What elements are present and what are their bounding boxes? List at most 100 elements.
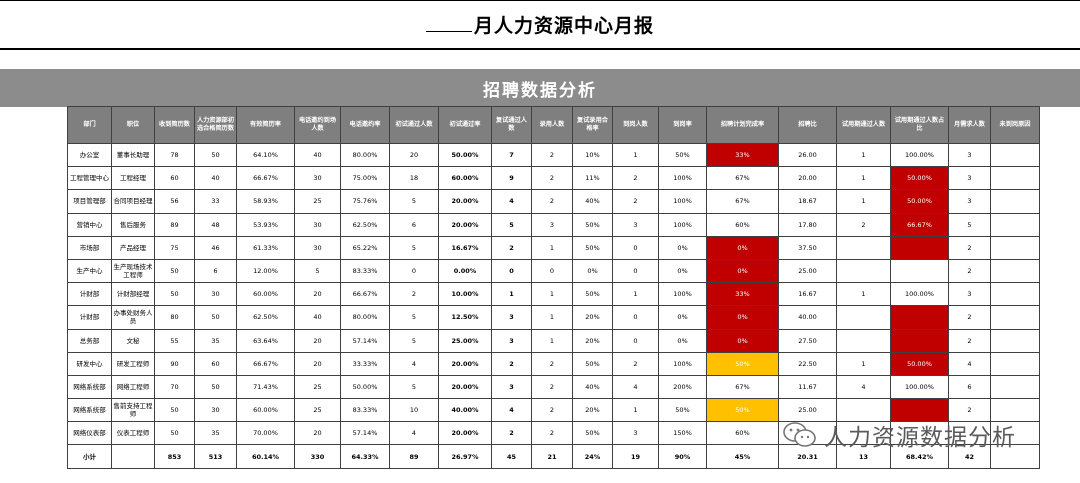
table-cell: 50% [572, 235, 613, 260]
table-cell [990, 142, 1040, 168]
table-cell: 71.43% [236, 374, 295, 400]
table-cell [890, 258, 949, 284]
table-cell: 100% [658, 212, 707, 237]
table-cell: 60% [706, 212, 779, 237]
table-cell: 2 [948, 305, 991, 330]
table-cell [836, 305, 891, 330]
table-cell: 0 [389, 258, 439, 284]
total-cell [111, 444, 155, 470]
table-cell [990, 351, 1040, 376]
table-row: 总务部 文秘 55 35 63.64% 20 57.14% 5 25.00% 3 1 20% 0 0% 0%… [67, 328, 1040, 353]
table-cell: 75.00% [340, 166, 390, 191]
table-cell: 10 [389, 398, 439, 423]
table-cell: 7 [491, 142, 532, 168]
table-cell: 100% [658, 351, 707, 376]
table-cell: 2 [531, 374, 573, 400]
table-cell: 40.00% [438, 398, 492, 423]
table-cell [990, 235, 1040, 260]
table-cell: 50 [154, 421, 195, 446]
table-cell: 60% [706, 421, 779, 446]
table-cell: 5 [948, 212, 991, 237]
table-cell: 40.00 [778, 305, 837, 330]
table-cell: 4 [491, 398, 532, 423]
table-cell: 20 [294, 421, 341, 446]
table-cell: 16.67 [778, 282, 837, 307]
table-cell: 5 [389, 189, 439, 214]
table-cell: 67% [706, 189, 779, 214]
table-cell: 33 [194, 189, 237, 214]
table-cell: 20.00% [438, 351, 492, 376]
table-cell: 4 [836, 374, 891, 400]
table-cell: 3 [948, 189, 991, 214]
table-cell: 4 [389, 421, 439, 446]
table-cell [836, 421, 891, 446]
total-cell: 24% [572, 444, 613, 470]
table-cell: 50.00% [340, 374, 390, 400]
table-cell: 合同项目经理 [111, 189, 155, 214]
total-cell: 60.14% [236, 444, 295, 470]
table-cell: 100.00% [890, 282, 949, 307]
column-header: 初试通过率 [438, 106, 492, 144]
table-row: 生产中心 生产现场技术工程师 50 6 12.00% 5 83.33% 0 0.00% 0 0 0% 0… [67, 258, 1040, 284]
total-cell: 89 [389, 444, 439, 470]
watermark-text: 人力资源数据分析 [824, 425, 1016, 451]
recruitment-table: 部门 职位 收到简历数 人力资源部初选合格简历数 有效简历率 电话邀约到场人数 电话邀约率初… [67, 106, 1040, 470]
table-cell: 研发中心 [67, 351, 112, 376]
watermark: 人力资源数据分析 [782, 418, 1016, 452]
table-cell: 200% [658, 374, 707, 400]
table-cell: 1 [531, 328, 573, 353]
total-cell [990, 444, 1040, 470]
table-cell: 40 [294, 305, 341, 330]
table-cell: 2 [531, 166, 573, 191]
table-cell: 62.50% [236, 305, 295, 330]
total-cell: 13 [836, 444, 891, 470]
table-cell: 生产中心 [67, 258, 112, 284]
total-cell: 21 [531, 444, 573, 470]
table-cell: 35 [194, 421, 237, 446]
table-cell: 20% [572, 305, 613, 330]
total-cell: 64.33% [340, 444, 390, 470]
table-cell: 33.33% [340, 351, 390, 376]
table-cell: 35 [194, 328, 237, 353]
table-row: 计财部 计财部经理 50 30 60.00% 20 66.67% 2 10.00% 1 1 50% 1 1… [67, 282, 1040, 307]
column-header: 电话邀约率 [340, 106, 390, 144]
table-cell: 计财部经理 [111, 282, 155, 307]
table-row: 计财部 办事处财务人员 80 50 62.50% 40 80.00% 5 12.50% 3 1 20%… [67, 305, 1040, 330]
table-cell: 20% [572, 328, 613, 353]
table-cell [990, 328, 1040, 353]
table-cell: 总务部 [67, 328, 112, 353]
table-cell: 80 [154, 305, 195, 330]
table-cell: 20 [294, 282, 341, 307]
table-cell: 25 [294, 189, 341, 214]
table-cell: 40 [294, 142, 341, 168]
table-cell: 50.00% [890, 189, 949, 214]
table-cell: 2 [531, 421, 573, 446]
table-cell: 10.00% [438, 282, 492, 307]
table-cell: 50 [194, 142, 237, 168]
table-cell: 2 [491, 351, 532, 376]
table-cell: 市场部 [67, 235, 112, 260]
table-row: 市场部 产品经理 75 46 61.33% 30 65.22% 5 16.67% 2 1 50% 0 0%… [67, 235, 1040, 260]
table-cell: 1 [612, 398, 659, 423]
top-border [0, 0, 1080, 1]
table-cell: 1 [612, 282, 659, 307]
total-cell: 小计 [67, 444, 112, 470]
table-cell: 1 [836, 282, 891, 307]
table-cell: 营销中心 [67, 212, 112, 237]
column-header: 部门 [67, 106, 112, 144]
table-cell: 5 [389, 305, 439, 330]
table-cell: 18 [389, 166, 439, 191]
table-cell: 0% [658, 258, 707, 284]
table-cell: 1 [531, 235, 573, 260]
table-cell: 3 [491, 328, 532, 353]
table-cell: 4 [389, 351, 439, 376]
table-cell: 2 [948, 235, 991, 260]
table-cell: 62.50% [340, 212, 390, 237]
table-cell: 60 [154, 166, 195, 191]
column-header: 招聘计划完成率 [706, 106, 779, 144]
table-cell [836, 398, 891, 423]
table-cell: 50% [572, 212, 613, 237]
table-cell: 25.00 [778, 398, 837, 423]
table-cell: 50 [194, 374, 237, 400]
table-cell: 0 [612, 258, 659, 284]
